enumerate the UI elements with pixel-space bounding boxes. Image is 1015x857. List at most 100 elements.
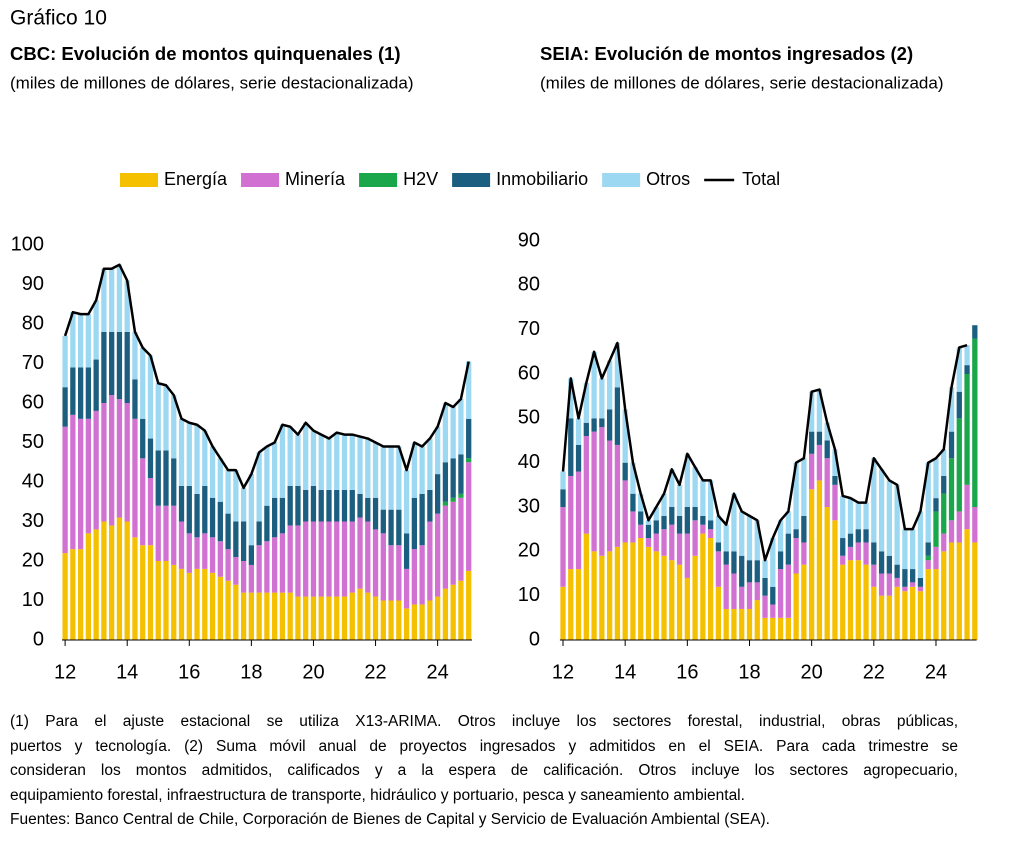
bar-segment — [863, 502, 869, 530]
bar-segment — [653, 533, 659, 552]
bar-segment — [941, 449, 947, 476]
y-tick-label: 80 — [518, 274, 540, 296]
bar-segment — [948, 542, 955, 640]
bar-segment — [816, 480, 823, 640]
bar-segment — [264, 541, 270, 593]
bar-segment — [62, 553, 68, 640]
legend-swatch — [359, 173, 398, 187]
bar-segment — [287, 592, 293, 640]
bar-segment — [380, 446, 386, 510]
bar-segment — [93, 410, 99, 530]
bar-segment — [427, 600, 433, 640]
bar-segment — [209, 497, 216, 538]
bar-segment — [233, 521, 239, 558]
bar-segment — [70, 367, 76, 415]
bar-segment — [793, 573, 799, 640]
bar-segment — [832, 520, 838, 640]
series — [560, 427, 978, 618]
bar-segment — [669, 524, 675, 561]
bar-segment — [692, 520, 698, 556]
bar-segment — [155, 561, 161, 640]
bar-segment — [754, 600, 760, 640]
bar-segment — [77, 549, 84, 640]
bar-segment — [334, 521, 340, 597]
bar-segment — [124, 280, 130, 332]
bar-segment — [217, 541, 223, 577]
bar-segment — [941, 493, 947, 534]
bar-segment — [279, 424, 286, 498]
bar-segment — [770, 538, 776, 587]
series — [560, 480, 978, 640]
bar-segment — [653, 507, 659, 521]
bar-segment — [591, 351, 597, 419]
bar-segment — [886, 573, 892, 596]
bar-segment — [770, 586, 776, 605]
bar-segment — [669, 469, 675, 507]
bar-segment — [326, 596, 332, 640]
bar-segment — [225, 549, 231, 581]
bar-segment — [116, 264, 123, 332]
bar-segment — [450, 501, 456, 585]
bar-segment — [388, 600, 394, 640]
bar-segment — [217, 458, 223, 502]
bar-segment — [303, 521, 309, 597]
bar-segment — [809, 431, 815, 454]
bar-segment — [692, 555, 698, 640]
bar-segment — [684, 577, 690, 640]
bar-segment — [809, 391, 815, 432]
bar-segment — [653, 520, 659, 534]
bar-segment — [816, 431, 823, 445]
footnote-line: equipamiento forestal, infraestructura d… — [10, 786, 745, 804]
bar-segment — [163, 561, 169, 640]
bar-segment — [676, 484, 683, 516]
series — [925, 338, 978, 561]
bar-segment — [886, 480, 892, 556]
bar-segment — [163, 505, 169, 561]
bar-segment — [708, 480, 714, 521]
y-tick-label: 40 — [22, 470, 44, 492]
footnote-line: Fuentes: Banco Central de Chile, Corpora… — [10, 811, 770, 828]
bar-segment — [388, 446, 394, 510]
charts: Gráfico 10 CBC: Evolución de montos quin… — [10, 7, 978, 683]
bar-segment — [840, 538, 846, 556]
bar-segment — [194, 493, 200, 538]
bar-segment — [419, 493, 425, 546]
bar-segment — [132, 331, 138, 380]
bar-segment — [217, 501, 223, 542]
bar-segment — [411, 442, 417, 498]
bar-segment — [334, 432, 340, 490]
bar-segment — [396, 600, 402, 640]
bar-segment — [109, 525, 115, 640]
bar-segment — [645, 524, 652, 539]
bar-segment — [622, 409, 628, 463]
bar-segment — [746, 560, 753, 583]
bar-segment — [357, 517, 363, 589]
bar-segment — [723, 551, 729, 565]
y-tick-label: 50 — [518, 407, 540, 429]
bar-segment — [630, 462, 636, 494]
bar-segment — [163, 450, 169, 506]
bar-segment — [708, 529, 714, 539]
bar-segment — [318, 596, 324, 640]
series — [62, 331, 472, 569]
bar-segment — [933, 458, 939, 499]
bar-segment — [847, 498, 854, 534]
bar-segment — [287, 426, 293, 486]
bar-segment — [832, 484, 838, 521]
bar-segment — [450, 406, 456, 459]
bar-segment — [583, 382, 589, 423]
bar-segment — [917, 586, 924, 592]
bar-segment — [442, 462, 449, 502]
y-tick-label: 60 — [518, 362, 540, 384]
bar-segment — [941, 533, 947, 552]
bar-segment — [824, 507, 830, 640]
bar-segment — [279, 592, 286, 640]
bar-segment — [886, 555, 892, 574]
bar-segment — [155, 450, 161, 506]
bar-segment — [240, 561, 247, 593]
y-tick-label: 30 — [518, 495, 540, 517]
bar-segment — [357, 436, 363, 494]
x-tick-label: 20 — [302, 661, 324, 683]
bar-segment — [116, 331, 123, 400]
bar-segment — [287, 525, 293, 593]
